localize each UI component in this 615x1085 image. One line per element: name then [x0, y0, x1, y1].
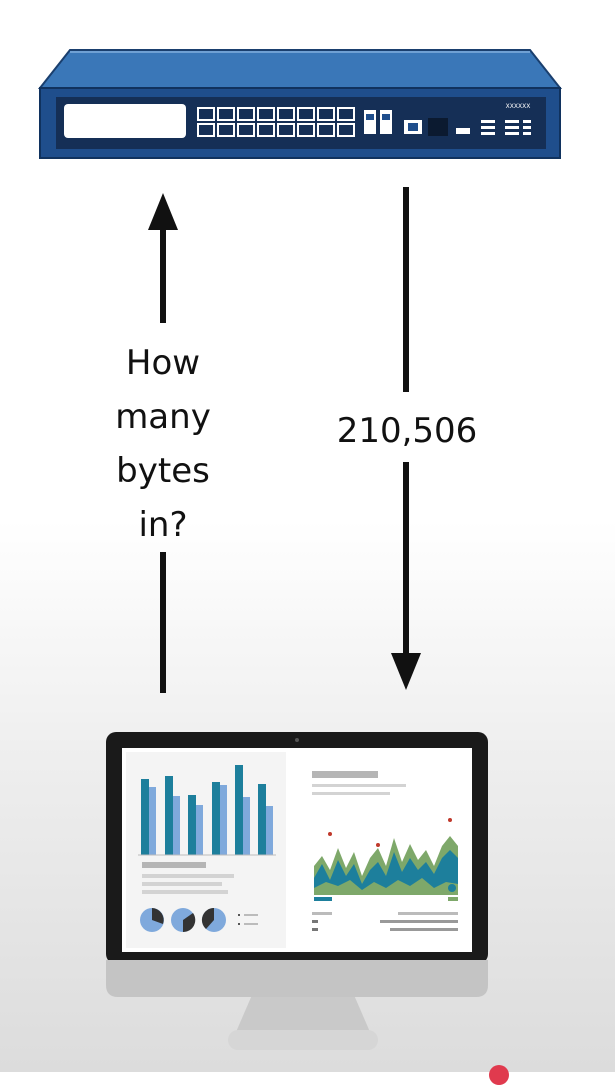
up-arrow-icon	[148, 193, 178, 693]
pie-chart-thumbnails	[140, 907, 226, 933]
red-dot-icon	[489, 1065, 509, 1085]
request-question-label: How many bytes in?	[93, 336, 233, 552]
request-line-3: bytes	[116, 451, 210, 491]
response-byte-count: 210,506	[336, 411, 478, 451]
request-line-2: many	[115, 397, 211, 437]
area-chart-thumbnail	[314, 818, 458, 901]
request-line-4: in?	[138, 505, 188, 545]
bar-chart-thumbnail	[138, 765, 276, 856]
down-arrow-icon	[391, 187, 421, 690]
request-line-1: How	[125, 343, 201, 383]
switch-badge: XXXXXX	[506, 103, 531, 110]
network-switch-icon: XXXXXX	[37, 49, 563, 159]
desktop-monitor-icon	[106, 732, 488, 1050]
